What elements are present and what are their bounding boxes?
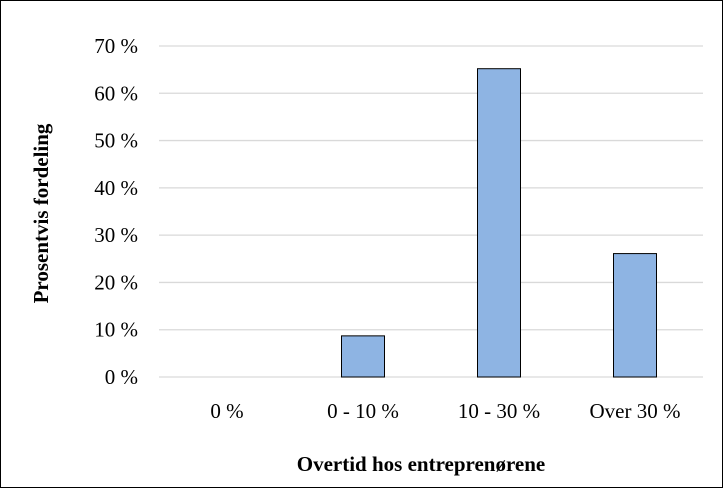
y-axis-title: Prosentvis fordeling [29, 123, 53, 303]
y-tick-label: 10 % [94, 318, 138, 342]
bars [341, 68, 657, 378]
x-tick-label: Over 30 % [590, 399, 681, 423]
y-tick-label: 60 % [94, 81, 138, 105]
y-tick-label: 20 % [94, 270, 138, 294]
y-tick-label: 30 % [94, 223, 138, 247]
bar [613, 253, 657, 378]
bar [341, 335, 385, 378]
gridlines [159, 45, 703, 378]
x-tick-label: 10 - 30 % [458, 399, 540, 423]
x-tick-label: 0 % [210, 399, 243, 423]
y-tick-label: 0 % [105, 365, 138, 389]
x-tick-labels: 0 % 0 - 10 % 10 - 30 % Over 30 % [210, 399, 680, 423]
x-axis-title: Overtid hos entreprenørene [297, 452, 545, 476]
x-tick-label: 0 - 10 % [327, 399, 399, 423]
y-tick-label: 50 % [94, 129, 138, 153]
y-tick-label: 70 % [94, 34, 138, 58]
y-tick-label: 40 % [94, 176, 138, 200]
bar [477, 68, 521, 378]
y-tick-labels: 0 % 10 % 20 % 30 % 40 % 50 % 60 % 70 % [94, 34, 138, 389]
